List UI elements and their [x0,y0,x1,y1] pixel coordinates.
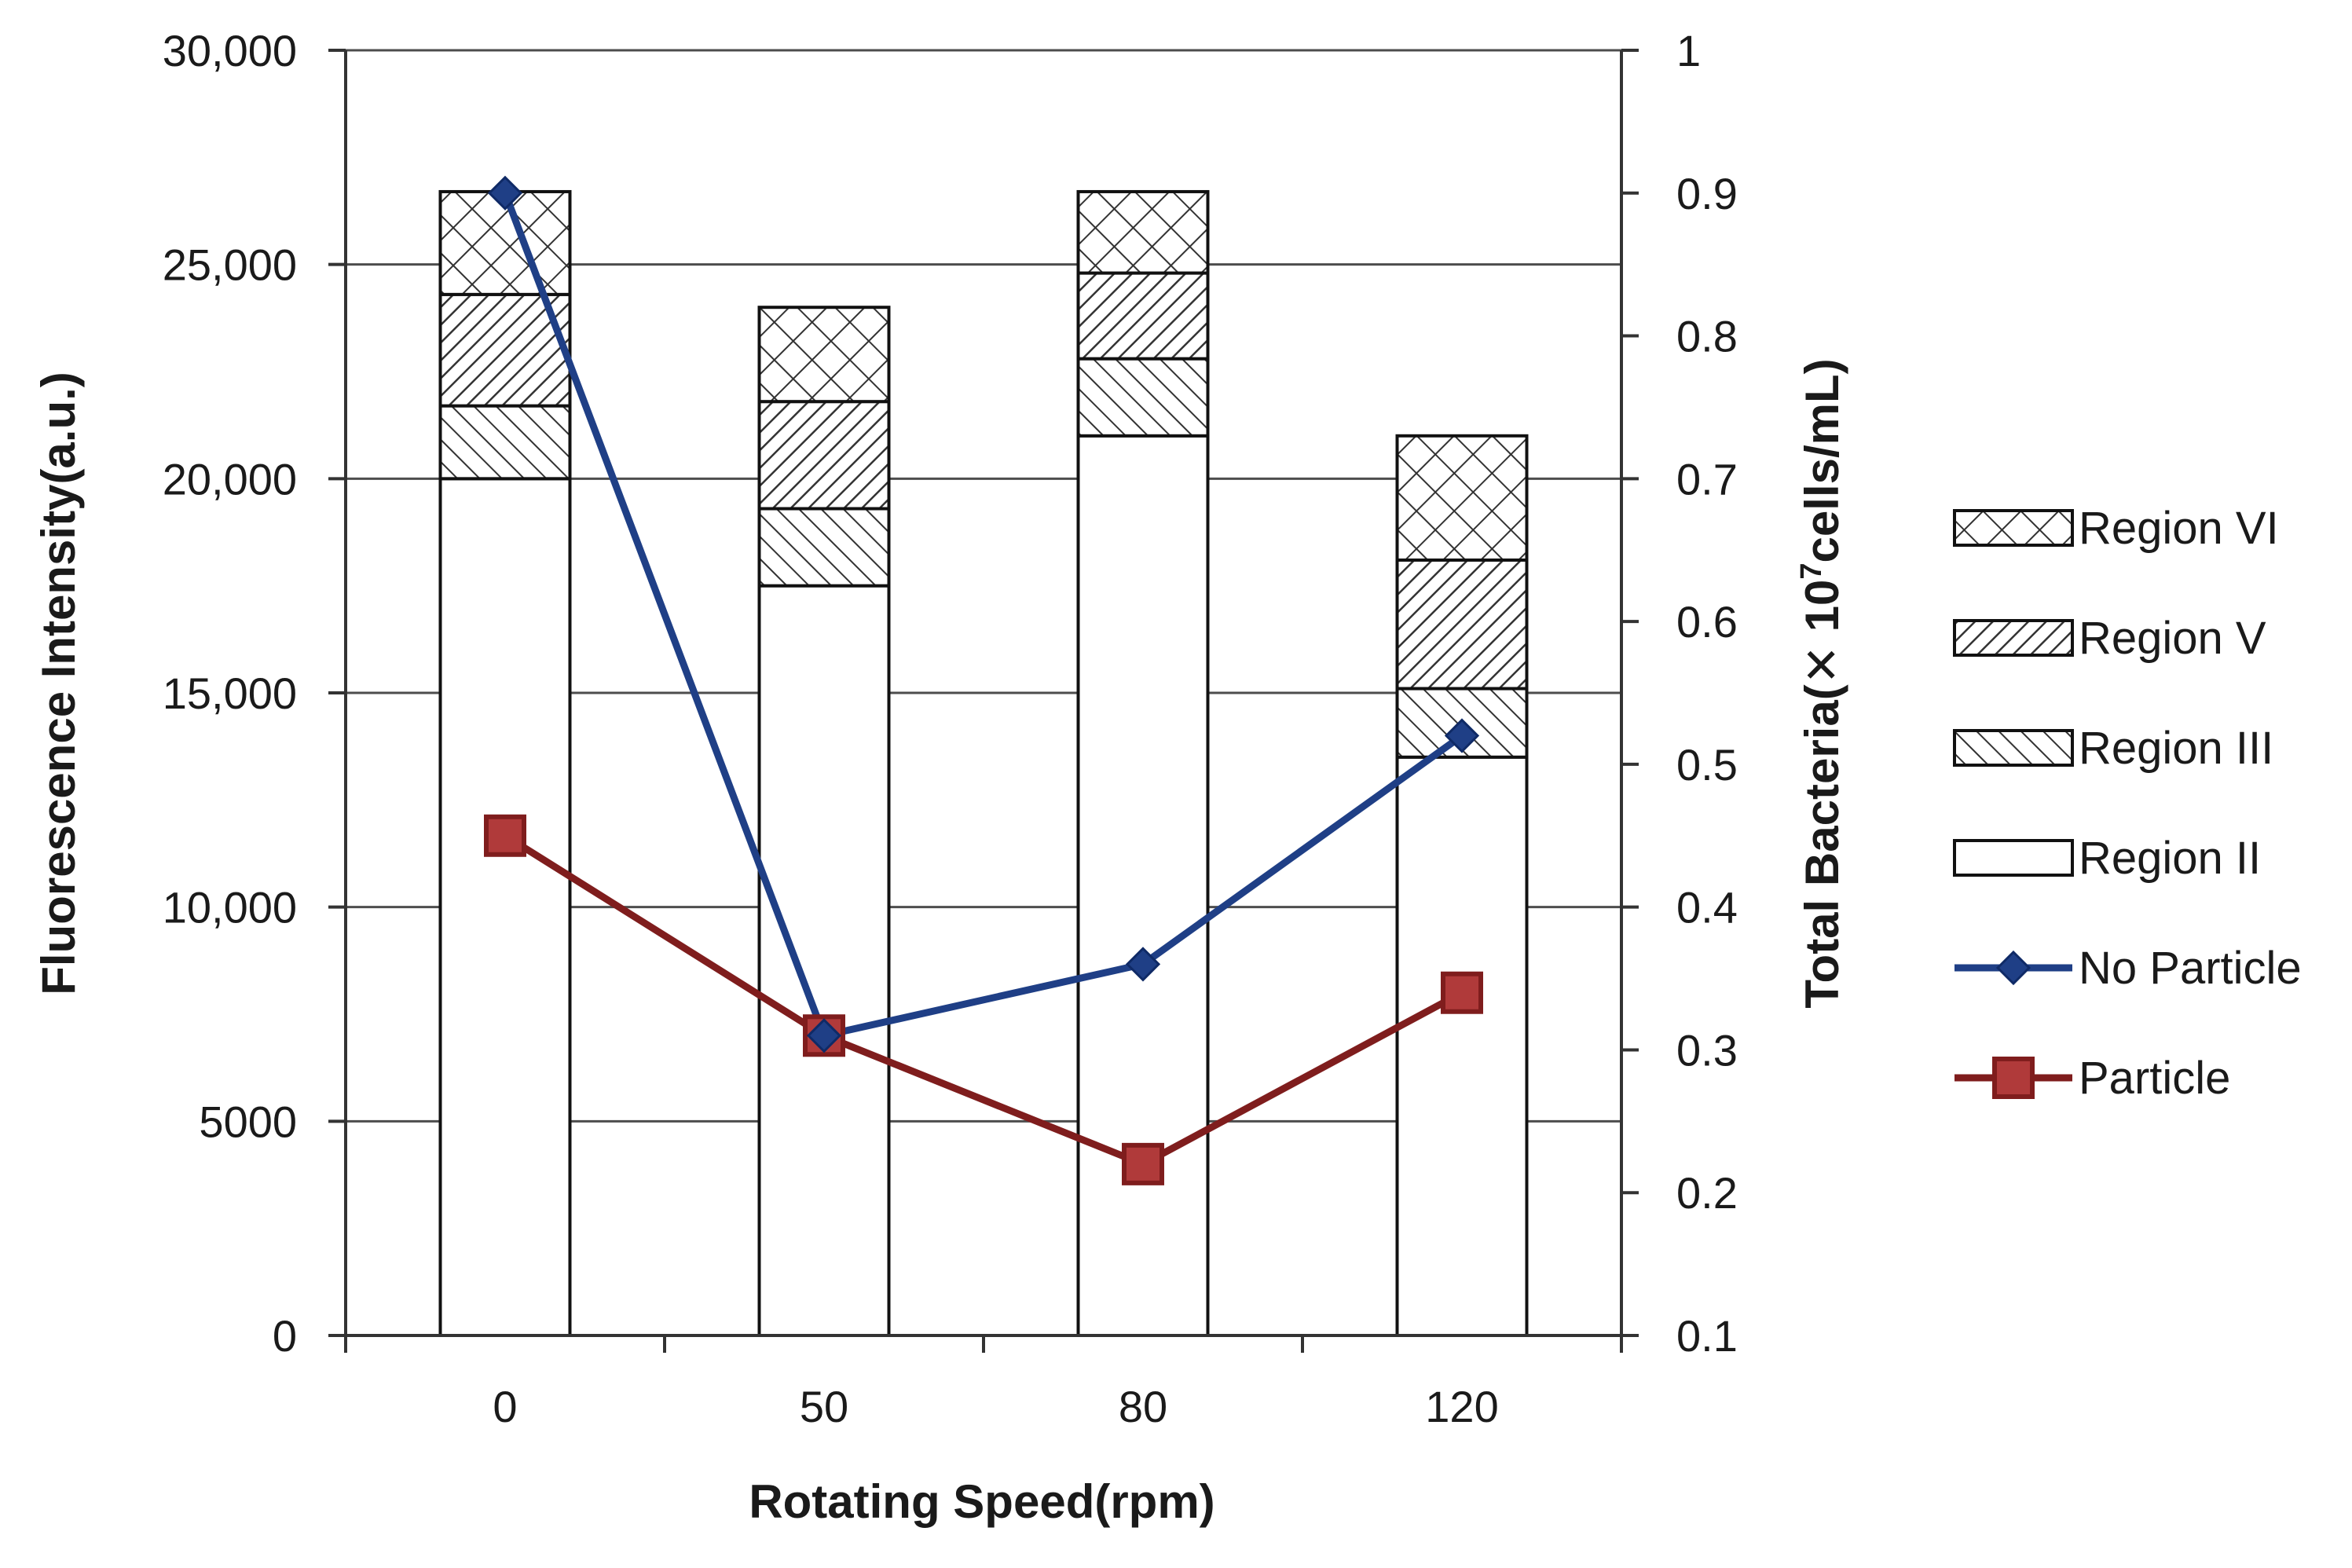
legend-label: Region III [2079,723,2273,774]
y-axis-label: Fluorescence Intensity(a.u.) [32,372,85,995]
bar-segment-region-iii [1076,357,1210,438]
point-no-particle [1444,718,1480,753]
bar-segment-region-iii [757,507,891,588]
x-axis-label: Rotating Speed(rpm) [749,1475,1214,1528]
y-tick-label: 5000 [199,1097,297,1146]
y2-tick-label: 0.4 [1676,883,1738,932]
legend-item-region-v: Region V [1953,613,2266,664]
axes [328,49,1639,1353]
legend-marker [1995,950,2031,986]
y2-axis-label-prefix: Total Bacteria( [1796,684,1848,1008]
y2-tick-label: 0.6 [1676,597,1738,647]
y2-tick-label: 0.7 [1676,454,1738,504]
point-particle [484,814,526,857]
legend-swatch [1953,509,2074,547]
bar-segment-region-ii [1076,434,1210,1337]
point-no-particle [487,175,523,211]
legend-item-no-particle: No Particle [1955,943,2302,994]
bar-segment-region-vi [757,306,891,404]
y2-axis-label-exponent: 7 [1795,562,1828,579]
y-tick-label: 0 [273,1311,297,1361]
legend-swatch [1953,619,2074,657]
y2-tick-label: 0.9 [1676,169,1738,218]
x-tick-label: 0 [493,1382,517,1431]
legend-item-region-ii: Region II [1953,833,2261,884]
bar-segment-region-ii [438,477,572,1337]
legend-swatch [1953,729,2074,767]
point-particle [1441,971,1483,1014]
bar-segment-region-v [1395,558,1529,691]
x-tick-label: 50 [800,1382,848,1431]
y-tick-label: 20,000 [163,454,297,504]
bar-segment-region-vi [1076,189,1210,275]
bar-segment-region-iii [438,404,572,481]
bar-segment-region-ii [757,584,891,1337]
legend-swatch [1953,839,2074,877]
y-tick-label: 25,000 [163,240,297,290]
line-no-particle [501,192,1464,1039]
y2-axis-label-base: 10 [1796,580,1848,645]
line-particle [503,832,1464,1168]
legend-item-region-vi: Region VI [1953,503,2279,554]
line-series [484,175,1483,1185]
y2-axis-label-suffix: cells/mL) [1796,358,1848,562]
legend-label: Particle [2079,1053,2230,1104]
legend-label: Region VI [2079,503,2279,554]
y2-tick-label: 0.2 [1676,1168,1738,1218]
point-particle [1122,1142,1164,1185]
y2-axis-label: Total Bacteria(✕ 107cells/mL) [1795,358,1848,1008]
legend-item-particle: Particle [1955,1053,2230,1104]
tick-labels: 0 5000 10,000 15,000 20,000 25,000 30,000 0.1 0.… [163,26,1738,1431]
y-tick-label: 15,000 [163,669,297,718]
legend-label: Region V [2079,613,2266,664]
y2-tick-label: 0.8 [1676,312,1738,361]
y2-tick-label: 0.1 [1676,1311,1738,1361]
x-tick-label: 120 [1425,1382,1498,1431]
legend: Region VI Region V Region III Region II No P… [1953,503,2302,1104]
y2-axis-label-times-icon: ✕ [1796,645,1848,684]
y2-tick-label: 1 [1676,26,1701,75]
bar-segment-region-vi [1395,434,1529,562]
y-tick-label: 10,000 [163,883,297,932]
x-tick-label: 80 [1119,1382,1167,1431]
legend-item-region-iii: Region III [1953,723,2273,774]
bar-segment-region-ii [1395,755,1529,1337]
point-no-particle [806,1018,842,1053]
bar-segment-region-v [438,292,572,408]
bar-segment-region-v [1076,271,1210,361]
legend-label: Region II [2079,833,2261,884]
legend-label: No Particle [2079,943,2302,994]
point-no-particle [1125,947,1161,982]
legend-marker [1992,1057,2035,1099]
y-tick-label: 30,000 [163,26,297,75]
bar-segment-region-v [757,400,891,511]
y2-tick-label: 0.5 [1676,740,1738,789]
y2-tick-label: 0.3 [1676,1025,1738,1075]
stacked-bars [438,189,1529,1337]
